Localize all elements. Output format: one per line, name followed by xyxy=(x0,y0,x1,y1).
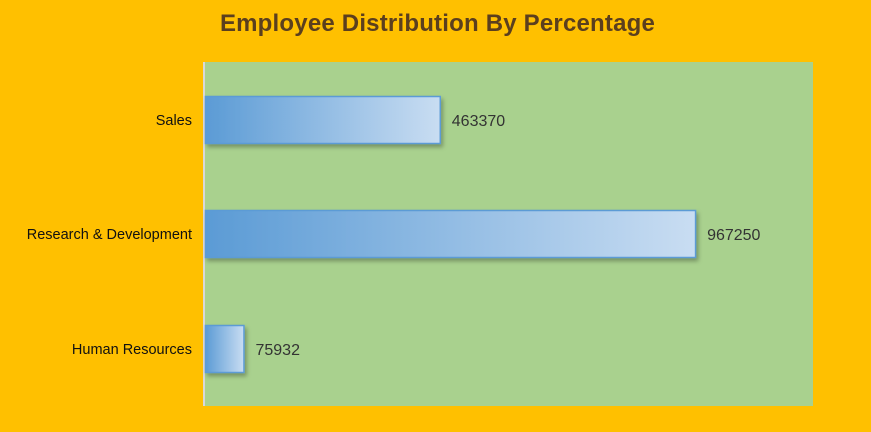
bar-1 xyxy=(204,209,697,259)
bar-2 xyxy=(204,324,245,374)
chart-title: Employee Distribution By Percentage xyxy=(219,10,656,37)
data-label-1: 967250 xyxy=(707,227,760,244)
data-label-2: 75932 xyxy=(255,342,300,359)
bar-0 xyxy=(204,95,442,145)
category-label-2: Human Resources xyxy=(72,342,192,358)
category-label-1: Research & Development xyxy=(27,227,192,243)
category-label-0: Sales xyxy=(156,113,192,129)
data-label-0: 463370 xyxy=(452,113,505,130)
